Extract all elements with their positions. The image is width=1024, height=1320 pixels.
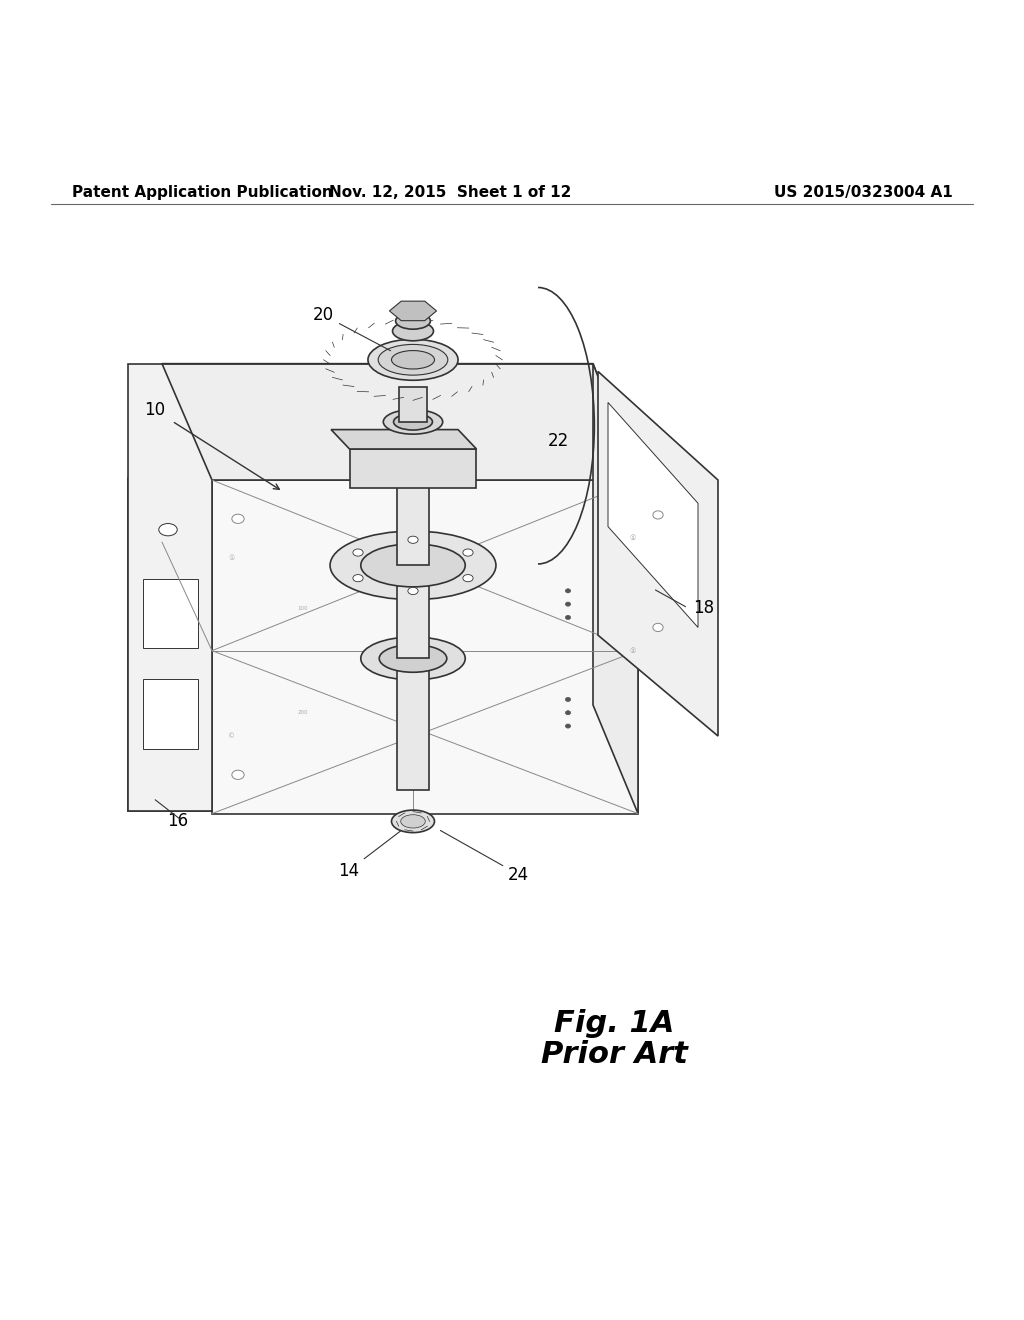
- Text: Patent Application Publication: Patent Application Publication: [72, 185, 333, 199]
- Ellipse shape: [408, 536, 418, 544]
- Text: ©: ©: [228, 733, 236, 739]
- Text: US 2015/0323004 A1: US 2015/0323004 A1: [773, 185, 952, 199]
- Ellipse shape: [383, 409, 442, 434]
- Polygon shape: [212, 480, 638, 813]
- Ellipse shape: [379, 644, 446, 672]
- Text: 200: 200: [298, 710, 308, 715]
- Ellipse shape: [565, 589, 570, 593]
- Polygon shape: [349, 449, 476, 488]
- Polygon shape: [398, 387, 427, 422]
- Polygon shape: [143, 680, 198, 750]
- Ellipse shape: [565, 710, 570, 715]
- Text: Nov. 12, 2015  Sheet 1 of 12: Nov. 12, 2015 Sheet 1 of 12: [330, 185, 571, 199]
- Ellipse shape: [400, 814, 425, 828]
- Ellipse shape: [368, 339, 458, 380]
- Ellipse shape: [159, 524, 177, 536]
- Text: ①: ①: [630, 648, 636, 653]
- Polygon shape: [143, 578, 198, 648]
- Polygon shape: [396, 473, 429, 565]
- Ellipse shape: [408, 587, 418, 594]
- Ellipse shape: [353, 574, 364, 582]
- Text: 14: 14: [338, 830, 400, 879]
- Text: 20: 20: [313, 306, 390, 351]
- Polygon shape: [608, 403, 698, 627]
- Ellipse shape: [653, 623, 664, 631]
- Ellipse shape: [463, 549, 473, 556]
- Text: 100: 100: [298, 606, 308, 611]
- Ellipse shape: [353, 549, 364, 556]
- Text: Prior Art: Prior Art: [541, 1040, 688, 1069]
- Ellipse shape: [392, 321, 433, 341]
- Ellipse shape: [378, 345, 447, 375]
- Ellipse shape: [393, 413, 432, 430]
- Polygon shape: [162, 364, 638, 480]
- Polygon shape: [396, 565, 429, 659]
- Polygon shape: [128, 364, 212, 812]
- Ellipse shape: [565, 723, 570, 729]
- Ellipse shape: [565, 697, 570, 701]
- Ellipse shape: [330, 531, 496, 599]
- Ellipse shape: [231, 515, 244, 524]
- Polygon shape: [593, 364, 638, 813]
- Polygon shape: [598, 371, 718, 737]
- Ellipse shape: [463, 574, 473, 582]
- Text: Fig. 1A: Fig. 1A: [554, 1008, 675, 1038]
- Text: 18: 18: [693, 599, 714, 616]
- Text: ①: ①: [229, 554, 236, 561]
- Text: 16: 16: [167, 812, 188, 830]
- Polygon shape: [389, 301, 436, 321]
- Polygon shape: [396, 659, 429, 791]
- Ellipse shape: [360, 638, 465, 680]
- Ellipse shape: [360, 544, 465, 587]
- Ellipse shape: [391, 810, 434, 833]
- Text: ①: ①: [630, 535, 636, 541]
- Ellipse shape: [565, 615, 570, 619]
- Ellipse shape: [653, 511, 664, 519]
- Ellipse shape: [565, 602, 570, 606]
- Polygon shape: [331, 429, 476, 449]
- Polygon shape: [128, 478, 212, 812]
- Ellipse shape: [395, 313, 430, 329]
- Text: 24: 24: [440, 830, 529, 883]
- Ellipse shape: [231, 770, 244, 779]
- Text: 22: 22: [548, 432, 569, 450]
- Text: 10: 10: [144, 401, 166, 420]
- Ellipse shape: [391, 351, 434, 370]
